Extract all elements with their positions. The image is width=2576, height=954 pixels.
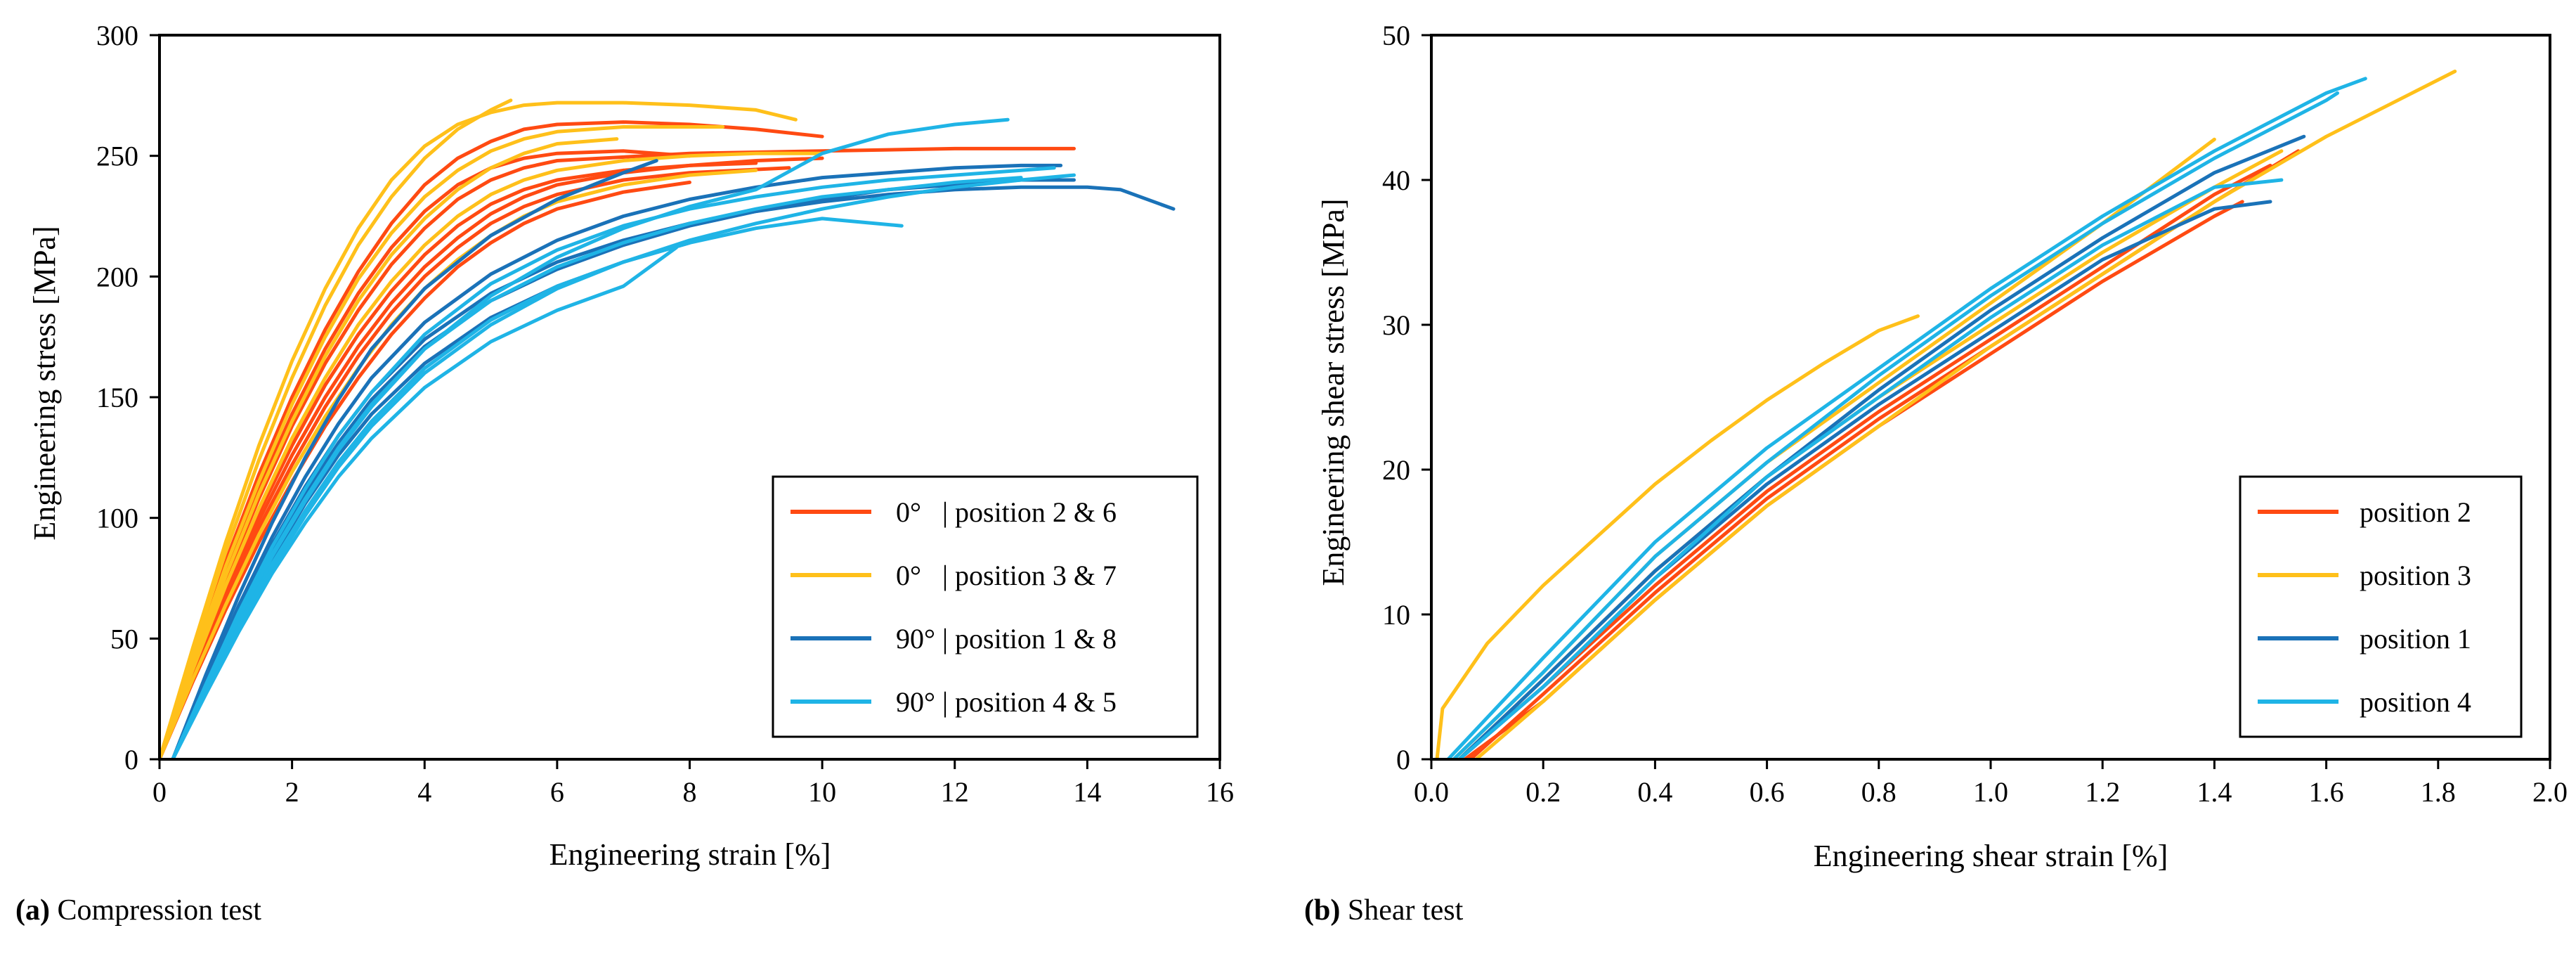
compression-legend: 0° | position 2 & 6 0° | position 3 & 7 … bbox=[772, 475, 1199, 738]
compression-caption-label: (a) bbox=[15, 894, 50, 927]
compression-y-axis-title: Engineering stress [MPa] bbox=[27, 226, 62, 540]
shear-x-tick-label: 0.2 bbox=[1526, 776, 1561, 808]
compression-legend-label-0-pos-3-7: 0° | position 3 & 7 bbox=[896, 560, 1117, 591]
compression-series-2-curve-1 bbox=[171, 163, 1063, 759]
shear-y-tick-label: 50 bbox=[1382, 20, 1410, 51]
shear-series-3-curve-0 bbox=[1446, 77, 2367, 759]
shear-x-axis-title: Engineering shear strain [%] bbox=[1814, 839, 2168, 873]
compression-series-0-curve-5 bbox=[160, 156, 824, 759]
shear-series-3-curve-2 bbox=[1457, 178, 2284, 759]
shear-legend-label-position-4: position 4 bbox=[2360, 686, 2471, 718]
shear-y-axis-title: Engineering shear stress [MPa] bbox=[1316, 198, 1351, 586]
compression-axes: 0 2 4 6 8 10 12 14 16 0 50 100 150 200 250 300 bbox=[96, 20, 1234, 808]
shear-x-tick-label: 1.6 bbox=[2309, 776, 2344, 808]
shear-x-tick-label: 0.4 bbox=[1637, 776, 1672, 808]
shear-series-1-curve-0 bbox=[1435, 314, 1920, 759]
shear-series-2-curve-1 bbox=[1457, 134, 2306, 759]
compression-x-tick-label: 14 bbox=[1073, 776, 1101, 808]
compression-series-1-curve-3 bbox=[160, 125, 725, 759]
compression-legend-label-90-pos-1-8: 90° | position 1 & 8 bbox=[896, 623, 1117, 655]
shear-y-tick-label: 10 bbox=[1382, 599, 1410, 631]
shear-series-2-curve-0 bbox=[1457, 200, 2272, 759]
compression-x-axis-title: Engineering strain [%] bbox=[549, 837, 831, 872]
compression-series-1-curve-0 bbox=[160, 101, 798, 759]
compression-x-tick-label: 12 bbox=[941, 776, 969, 808]
shear-curves bbox=[1435, 70, 2457, 759]
compression-series-3-curve-3 bbox=[171, 166, 1056, 759]
shear-x-tick-label: 0.0 bbox=[1414, 776, 1449, 808]
compression-chart: 0 2 4 6 8 10 12 14 16 0 50 100 150 200 250 300 Engineer… bbox=[15, 20, 1234, 927]
shear-legend-label-position-3: position 3 bbox=[2360, 560, 2471, 591]
compression-series-1-curve-2 bbox=[160, 151, 824, 759]
shear-series-1-curve-2 bbox=[1457, 149, 2284, 759]
shear-series-1-curve-1 bbox=[1474, 70, 2457, 759]
compression-x-tick-label: 0 bbox=[152, 776, 167, 808]
compression-series-3-curve-4 bbox=[171, 245, 679, 759]
shear-legend-label-position-2: position 2 bbox=[2360, 496, 2471, 528]
shear-caption: (b) Shear test bbox=[1304, 894, 1464, 927]
compression-series-0-curve-0 bbox=[160, 120, 824, 759]
compression-x-tick-label: 16 bbox=[1206, 776, 1234, 808]
compression-series-3-curve-2 bbox=[171, 173, 1076, 759]
shear-caption-text: Shear test bbox=[1340, 894, 1463, 927]
shear-x-tick-label: 1.4 bbox=[2197, 776, 2232, 808]
shear-x-tick-label: 1.2 bbox=[2085, 776, 2120, 808]
shear-legend-box bbox=[2239, 475, 2523, 738]
compression-series-2-curve-2 bbox=[171, 159, 658, 759]
shear-series-0-curve-0 bbox=[1463, 200, 2244, 759]
shear-series-3-curve-1 bbox=[1452, 91, 2339, 759]
compression-x-tick-label: 10 bbox=[808, 776, 836, 808]
shear-y-tick-label: 30 bbox=[1382, 309, 1410, 341]
shear-x-tick-label: 0.6 bbox=[1750, 776, 1785, 808]
shear-x-tick-label: 2.0 bbox=[2532, 776, 2568, 808]
shear-legend: position 2 position 3 position 1 positio… bbox=[2239, 475, 2523, 738]
compression-legend-label-0-pos-2-6: 0° | position 2 & 6 bbox=[896, 496, 1117, 528]
compression-y-tick-label: 50 bbox=[110, 623, 138, 655]
compression-x-tick-label: 8 bbox=[683, 776, 697, 808]
compression-caption-text: Compression test bbox=[50, 894, 261, 927]
compression-series-0-curve-2 bbox=[160, 161, 758, 759]
shear-caption-label: (b) bbox=[1304, 894, 1340, 927]
compression-legend-label-90-pos-4-5: 90° | position 4 & 5 bbox=[896, 686, 1117, 718]
compression-y-tick-label: 300 bbox=[96, 20, 138, 51]
compression-series-1-curve-5 bbox=[160, 137, 619, 759]
shear-x-tick-label: 0.8 bbox=[1861, 776, 1897, 808]
compression-y-tick-label: 0 bbox=[124, 744, 138, 775]
shear-series-0-curve-2 bbox=[1469, 149, 2301, 759]
compression-y-tick-label: 200 bbox=[96, 261, 138, 292]
shear-y-tick-label: 20 bbox=[1382, 454, 1410, 486]
shear-axes: 0.0 0.2 0.4 0.6 0.8 1.0 1.2 1.4 1.6 1.8 2.0 0 10 20 30… bbox=[1382, 20, 2568, 808]
compression-series-0-curve-4 bbox=[160, 180, 691, 759]
compression-x-tick-label: 2 bbox=[285, 776, 299, 808]
shear-y-tick-label: 0 bbox=[1396, 744, 1410, 775]
shear-legend-label-position-1: position 1 bbox=[2360, 623, 2471, 655]
compression-legend-box bbox=[772, 475, 1199, 738]
compression-x-tick-label: 4 bbox=[417, 776, 431, 808]
compression-caption: (a) Compression test bbox=[15, 894, 261, 927]
compression-series-1-curve-1 bbox=[160, 98, 513, 759]
compression-curves bbox=[160, 98, 1176, 759]
shear-chart: 0.0 0.2 0.4 0.6 0.8 1.0 1.2 1.4 1.6 1.8 2.0 0 10 20 30… bbox=[1304, 20, 2568, 927]
shear-x-tick-label: 1.8 bbox=[2421, 776, 2456, 808]
compression-x-tick-label: 6 bbox=[550, 776, 564, 808]
shear-x-tick-label: 1.0 bbox=[1973, 776, 2008, 808]
compression-y-tick-label: 100 bbox=[96, 503, 138, 534]
compression-series-0-curve-6 bbox=[160, 149, 691, 759]
compression-y-tick-label: 150 bbox=[96, 382, 138, 413]
shear-y-tick-label: 40 bbox=[1382, 165, 1410, 196]
compression-series-3-curve-5 bbox=[171, 176, 1023, 759]
compression-series-1-curve-4 bbox=[160, 168, 758, 759]
compression-y-tick-label: 250 bbox=[96, 141, 138, 172]
